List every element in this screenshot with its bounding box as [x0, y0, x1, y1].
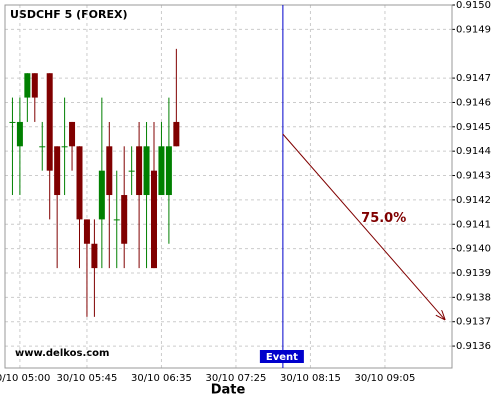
candle-body	[158, 146, 165, 196]
y-tick-label: 0.9142	[456, 195, 491, 206]
candle-body	[113, 219, 120, 221]
candle-body	[24, 73, 31, 98]
candle-body	[54, 146, 61, 196]
candle-body	[61, 146, 68, 148]
event-label: Event	[266, 352, 298, 363]
y-tick-label: 0.9140	[456, 244, 491, 255]
forecast-arrow	[282, 133, 445, 319]
candle-body	[136, 146, 143, 196]
candle-body	[98, 170, 105, 220]
candle-body	[69, 121, 76, 147]
y-tick-label: 0.9144	[456, 146, 491, 157]
x-tick-label: 30/10 05:45	[57, 373, 118, 384]
candle-body	[46, 73, 53, 171]
candle-body	[151, 170, 157, 269]
candle-body	[121, 195, 128, 244]
candle-body	[31, 73, 38, 98]
y-tick-label: 0.9138	[456, 292, 491, 303]
y-tick-label: 0.9141	[456, 219, 491, 230]
candle-body	[128, 170, 135, 172]
y-tick-label: 0.9149	[456, 24, 491, 35]
x-tick-label: 30/10 06:35	[131, 373, 192, 384]
y-tick-label: 0.9139	[456, 268, 491, 279]
candle-body	[39, 146, 46, 148]
y-tick-label: 0.9143	[456, 171, 491, 182]
candle-body	[143, 146, 150, 196]
y-tick-label: 0.9137	[456, 317, 491, 328]
plot-border	[4, 4, 453, 369]
event-label-box	[259, 350, 304, 363]
x-tick-label: 30/10 05:00	[0, 373, 50, 384]
candle-body	[106, 146, 113, 196]
candle-body	[91, 243, 98, 269]
candle-body	[173, 121, 180, 147]
candle-body	[16, 121, 23, 147]
y-tick-label: 0.9136	[456, 341, 491, 352]
chart-title: USDCHF 5 (FOREX)	[10, 8, 127, 21]
candle-body	[76, 146, 83, 220]
x-axis-label: Date	[211, 383, 246, 398]
candle-body	[9, 121, 16, 123]
x-tick-label: 30/10 08:15	[280, 373, 341, 384]
forecast-label: 75.0%	[361, 211, 406, 226]
y-tick-label: 0.9146	[456, 97, 491, 108]
candle-body	[165, 146, 172, 196]
y-tick-label: 0.9145	[456, 122, 491, 133]
y-tick-label: 0.9147	[456, 73, 491, 84]
watermark: www.delkos.com	[15, 348, 109, 359]
x-tick-label: 30/10 09:05	[355, 373, 416, 384]
x-tick-label: 30/10 07:25	[206, 373, 267, 384]
y-tick-label: 0.9150	[456, 0, 491, 11]
candle-body	[83, 219, 90, 244]
